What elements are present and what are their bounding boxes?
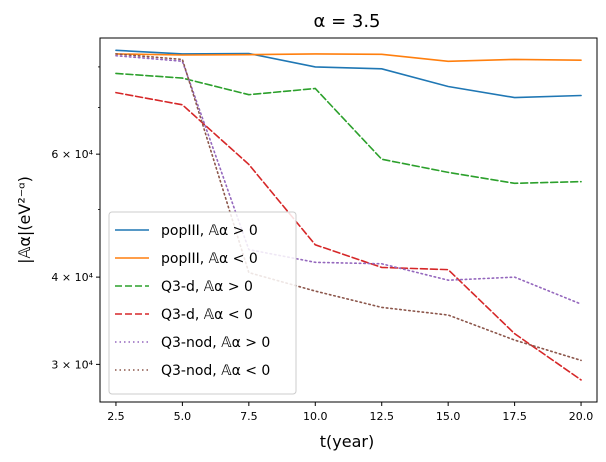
- x-tick-label: 12.5: [369, 410, 394, 423]
- series-line-1: [115, 53, 582, 63]
- x-tick-label: 7.5: [240, 410, 258, 423]
- x-tick-label: 2.5: [107, 410, 125, 423]
- y-axis-label: |𝔸α|(eV²⁻ᵅ): [15, 176, 34, 264]
- legend-entry-label: Q3-nod, 𝔸α < 0: [161, 363, 270, 379]
- axis-layer: 2.5 5.0 7.5 10.0 12.5 15.0 17.5 20.0 3 × 10⁴ 4 × …: [51, 37, 598, 423]
- plot-frame: [99, 37, 598, 403]
- series-line-3: [115, 91, 582, 381]
- chart-title: α = 3.5: [313, 11, 380, 32]
- y-tick-label: 4 × 10⁴: [51, 271, 93, 284]
- x-axis-label: t(year): [320, 432, 374, 451]
- x-tick-label: 17.5: [502, 410, 527, 423]
- series-line-2: [115, 72, 582, 185]
- x-tick-label: 20.0: [569, 410, 594, 423]
- series-line-5: [115, 53, 582, 362]
- series-line-0: [115, 49, 582, 99]
- legend: popIII, 𝔸α > 0 popIII, 𝔸α < 0 Q3-d, 𝔸α > 0…: [108, 211, 297, 395]
- legend-box: [108, 211, 297, 395]
- x-tick-label: 5.0: [174, 410, 192, 423]
- x-tick-label: 10.0: [303, 410, 328, 423]
- y-tick-label: 3 × 10⁴: [51, 358, 93, 371]
- legend-entry-label: popIII, 𝔸α > 0: [161, 223, 258, 239]
- y-tick-label: 6 × 10⁴: [51, 148, 93, 161]
- series-line-4: [115, 54, 582, 305]
- x-tick-label: 15.0: [436, 410, 461, 423]
- legend-entry-label: Q3-d, 𝔸α < 0: [161, 307, 253, 323]
- legend-entry-label: Q3-d, 𝔸α > 0: [161, 279, 253, 295]
- legend-entry-label: Q3-nod, 𝔸α > 0: [161, 335, 270, 351]
- series-layer: [115, 49, 582, 381]
- legend-entry-label: popIII, 𝔸α < 0: [161, 251, 258, 267]
